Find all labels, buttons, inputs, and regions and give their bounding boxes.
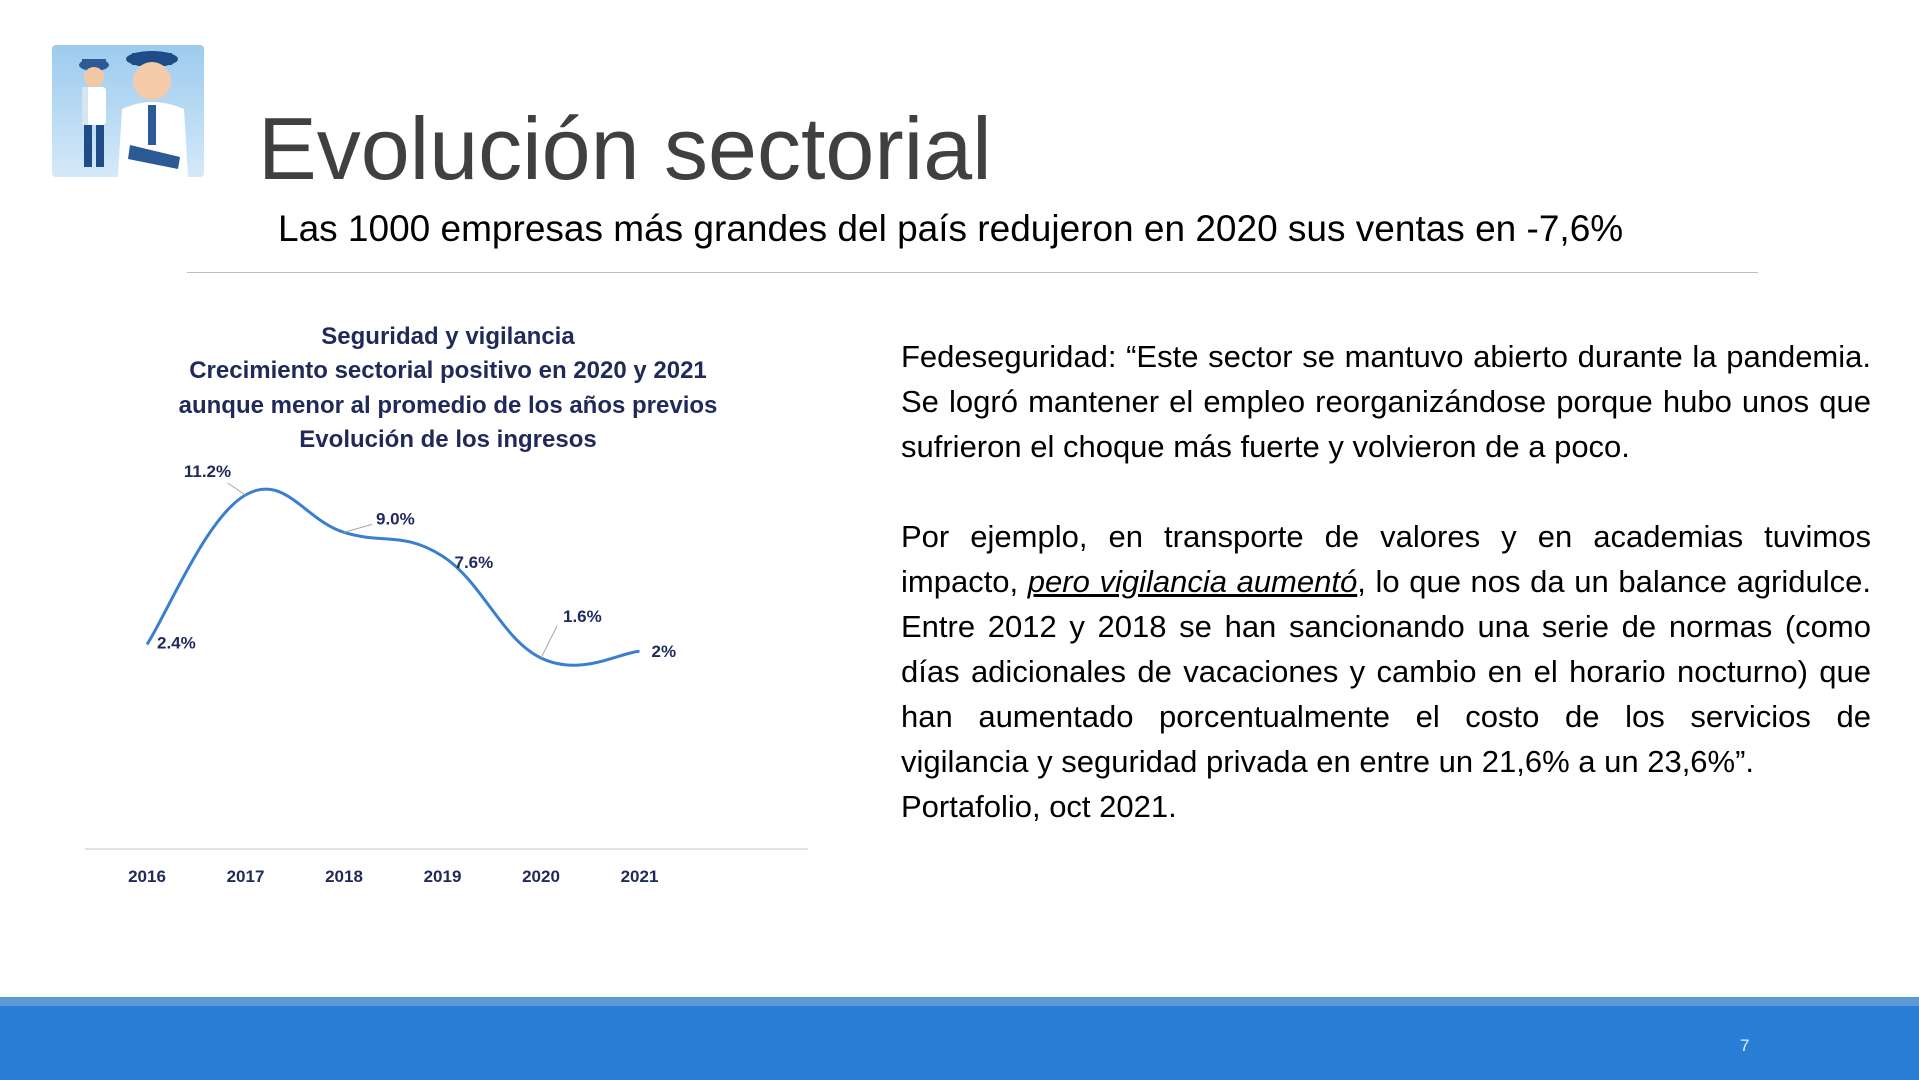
series-line bbox=[145, 487, 640, 667]
chart-title-line-1: Seguridad y vigilancia bbox=[321, 323, 575, 350]
quote-text: Fedeseguridad: “Este sector se mantuvo a… bbox=[901, 334, 1871, 829]
data-label-2017: 11.2% bbox=[184, 462, 231, 481]
data-label-2021: 2% bbox=[652, 642, 677, 661]
x-tick-2019: 2019 bbox=[424, 867, 462, 886]
security-guards-logo bbox=[52, 45, 204, 177]
label-leader-2017 bbox=[227, 482, 246, 496]
quote-emphasis: pero vigilancia aumentó bbox=[1027, 564, 1358, 599]
chart-title: Seguridad y vigilancia Crecimiento secto… bbox=[179, 323, 718, 453]
x-tick-2016: 2016 bbox=[128, 867, 166, 886]
page-number: 7 bbox=[1740, 1036, 1750, 1055]
quote-paragraph-2: Por ejemplo, en transporte de valores y … bbox=[901, 514, 1871, 784]
page-title: Evolución sectorial bbox=[258, 99, 992, 198]
quote-source: Portafolio, oct 2021. bbox=[901, 789, 1177, 824]
x-tick-2017: 2017 bbox=[227, 867, 265, 886]
x-tick-2021: 2021 bbox=[621, 867, 659, 886]
chart-title-line-3: aunque menor al promedio de los años pre… bbox=[179, 392, 718, 419]
quote-p2-start: Por ejemplo, en transporte de valores y … bbox=[901, 519, 1871, 599]
chart-title-line-4: Evolución de los ingresos bbox=[299, 426, 596, 453]
footer-bar bbox=[0, 1006, 1919, 1080]
data-label-2019: 7.6% bbox=[455, 553, 494, 572]
label-leader-2018 bbox=[343, 523, 373, 533]
divider bbox=[187, 272, 1758, 273]
x-tick-2018: 2018 bbox=[325, 867, 363, 886]
label-leader-2020 bbox=[540, 625, 558, 659]
growth-line-chart: Seguridad y vigilancia Crecimiento secto… bbox=[85, 323, 808, 886]
data-label-2016: 2.4% bbox=[157, 633, 196, 652]
chart-title-line-2: Crecimiento sectorial positivo en 2020 y… bbox=[189, 357, 707, 384]
data-label-2018: 9.0% bbox=[376, 509, 415, 528]
page-subtitle: Las 1000 empresas más grandes del país r… bbox=[278, 208, 1624, 249]
data-label-2020: 1.6% bbox=[563, 607, 602, 626]
quote-p2-end: , lo que nos da un balance agridulce. En… bbox=[901, 564, 1871, 779]
x-tick-2020: 2020 bbox=[522, 867, 560, 886]
footer-accent-bar bbox=[0, 997, 1919, 1006]
quote-paragraph-1: Fedeseguridad: “Este sector se mantuvo a… bbox=[901, 339, 1871, 464]
